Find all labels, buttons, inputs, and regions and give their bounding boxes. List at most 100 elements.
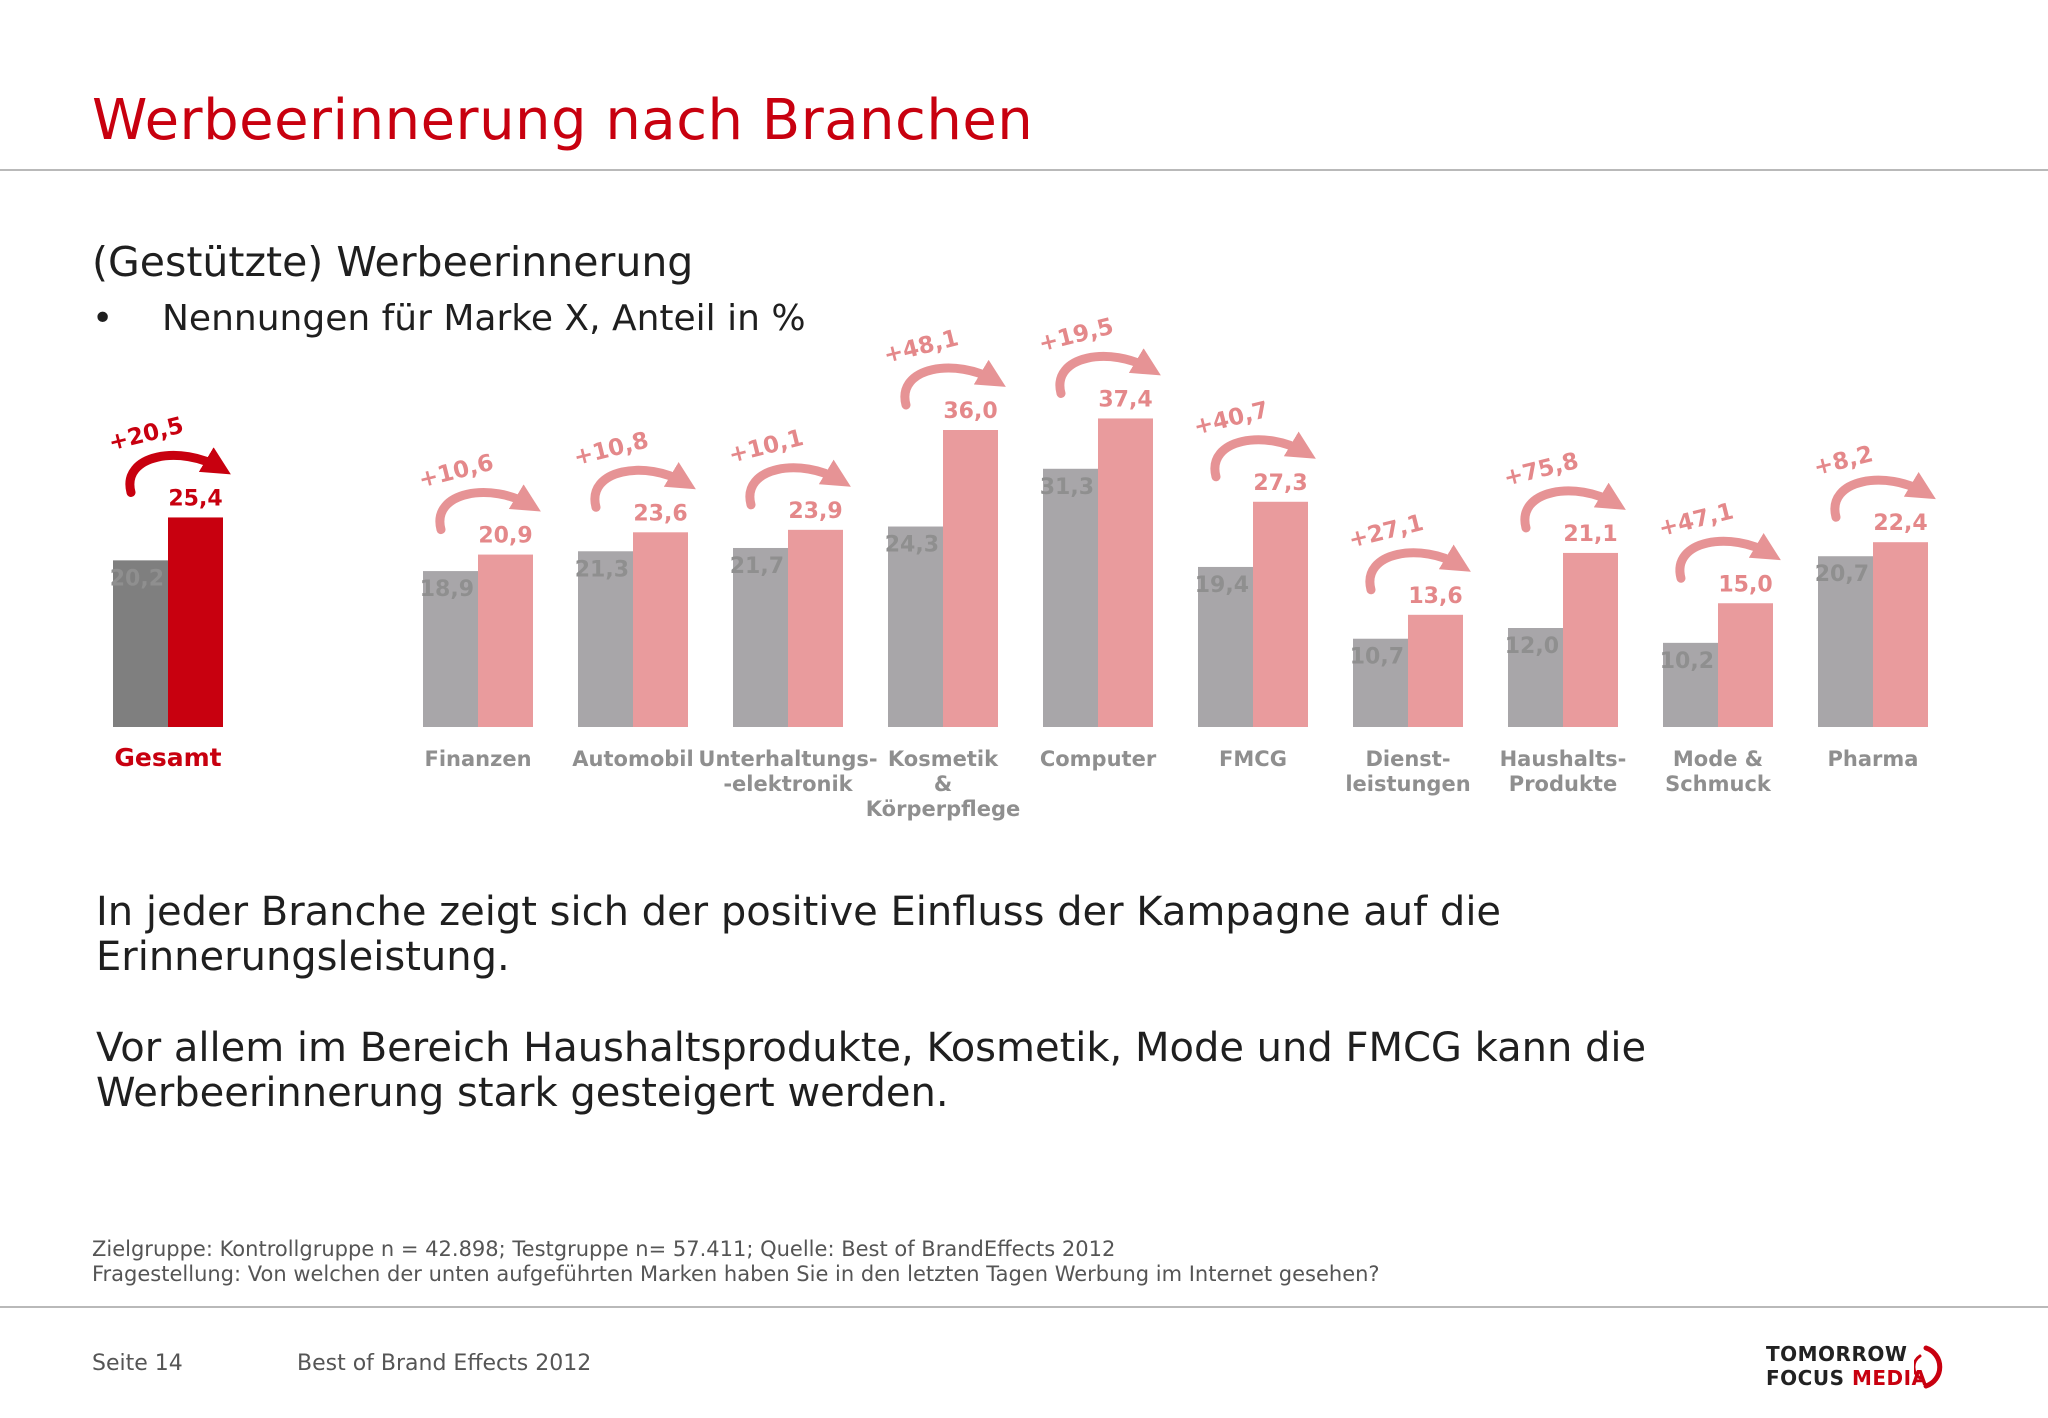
category-label-kosmetik-3: Körperpflege bbox=[866, 797, 1020, 821]
category-label-automobil: Automobil bbox=[572, 747, 693, 771]
summary-text-2: Vor allem im Bereich Haushaltsprodukte, … bbox=[96, 1025, 1647, 1116]
summary-text-1: In jeder Branche zeigt sich der positive… bbox=[96, 889, 1502, 980]
bar-control-gesamt bbox=[113, 560, 168, 727]
uplift-label-kosmetik: +48,1 bbox=[881, 325, 961, 369]
chart-subtitle: (Gestützte) Werbeerinnerung bbox=[92, 238, 694, 286]
category-label-computer: Computer bbox=[1040, 747, 1157, 771]
bar-control-kosmetik bbox=[888, 526, 943, 727]
category-label-unterhaltungs-1: Unterhaltungs- bbox=[698, 747, 877, 771]
value-label-control-dienst: 10,7 bbox=[1350, 645, 1404, 670]
value-label-test-kosmetik: 36,0 bbox=[943, 399, 997, 424]
category-label-dienst-2: leistungen bbox=[1345, 772, 1470, 796]
page-title: Werbeerinnerung nach Branchen bbox=[92, 88, 1034, 153]
uplift-arrow-automobil bbox=[590, 462, 696, 512]
footnote-question: Fragestellung: Von welchen der unten auf… bbox=[92, 1262, 1380, 1286]
bar-control-unterhaltungs bbox=[733, 547, 788, 727]
bullet-symbol: • bbox=[92, 298, 114, 339]
company-logo: TOMORROW FOCUS MEDIA bbox=[1764, 1342, 1964, 1392]
uplift-label-pharma: +8,2 bbox=[1811, 441, 1876, 481]
bar-control-computer bbox=[1043, 468, 1098, 727]
uplift-arrow-mode bbox=[1675, 533, 1781, 583]
category-label-unterhaltungs-2: -elektronik bbox=[723, 772, 853, 796]
value-label-control-gesamt: 20,2 bbox=[110, 566, 164, 591]
value-label-test-fmcg: 27,3 bbox=[1253, 471, 1307, 496]
value-label-test-computer: 37,4 bbox=[1098, 387, 1152, 412]
uplift-label-dienst: +27,1 bbox=[1346, 510, 1426, 554]
value-label-test-unterhaltungs: 23,9 bbox=[788, 499, 842, 524]
category-label-pharma: Pharma bbox=[1828, 747, 1919, 771]
chart-marks: 20,2 25,4 +20,5 Gesamt 18,9 20,9 +10,6 Finanzen… bbox=[106, 314, 1936, 821]
uplift-label-computer: +19,5 bbox=[1036, 314, 1116, 358]
footer-divider bbox=[0, 1306, 2048, 1308]
value-label-control-fmcg: 19,4 bbox=[1195, 573, 1249, 598]
chart-description: • Nennungen für Marke X, Anteil in % bbox=[92, 298, 806, 339]
bar-test-dienst bbox=[1408, 614, 1463, 727]
logo-line-2: FOCUS MEDIA bbox=[1766, 1366, 1928, 1390]
bar-test-unterhaltungs bbox=[788, 529, 843, 727]
uplift-arrow-kosmetik bbox=[900, 359, 1006, 410]
title-divider bbox=[0, 169, 2048, 171]
report-name: Best of Brand Effects 2012 bbox=[297, 1351, 592, 1376]
bar-test-mode bbox=[1718, 603, 1773, 727]
bar-test-finanzen bbox=[478, 554, 533, 727]
page-number: Seite 14 bbox=[92, 1351, 183, 1376]
uplift-arrow-fmcg bbox=[1210, 431, 1316, 482]
value-label-control-computer: 31,3 bbox=[1040, 475, 1094, 500]
category-label-haushalts-2: Produkte bbox=[1509, 772, 1617, 796]
value-label-control-unterhaltungs: 21,7 bbox=[730, 554, 784, 579]
category-label-finanzen: Finanzen bbox=[424, 747, 531, 771]
category-label-mode-1: Mode & bbox=[1673, 747, 1763, 771]
uplift-arrow-haushalts bbox=[1520, 482, 1626, 533]
bar-test-computer bbox=[1098, 418, 1153, 727]
uplift-arrow-computer bbox=[1055, 348, 1161, 398]
value-label-control-pharma: 20,7 bbox=[1815, 562, 1869, 587]
category-label-fmcg: FMCG bbox=[1219, 747, 1287, 771]
uplift-arrow-pharma bbox=[1830, 471, 1936, 522]
bar-test-kosmetik bbox=[943, 430, 998, 727]
value-label-control-haushalts: 12,0 bbox=[1505, 634, 1559, 659]
uplift-label-automobil: +10,8 bbox=[571, 428, 651, 472]
value-label-control-finanzen: 18,9 bbox=[420, 577, 474, 602]
bar-control-dienst bbox=[1353, 638, 1408, 727]
value-label-test-gesamt: 25,4 bbox=[168, 486, 222, 511]
bar-control-finanzen bbox=[423, 571, 478, 727]
bullet-text: Nennungen für Marke X, Anteil in % bbox=[162, 298, 806, 339]
footnote-target-group: Zielgruppe: Kontrollgruppe n = 42.898; T… bbox=[92, 1237, 1116, 1261]
category-label-mode-2: Schmuck bbox=[1665, 772, 1772, 796]
category-label-kosmetik-2: & bbox=[934, 772, 952, 796]
logo-mark-icon bbox=[1914, 1345, 1943, 1389]
uplift-label-finanzen: +10,6 bbox=[416, 450, 496, 494]
category-label-haushalts-1: Haushalts- bbox=[1500, 747, 1627, 771]
bar-test-gesamt bbox=[168, 517, 223, 727]
uplift-arrow-unterhaltungs bbox=[745, 459, 851, 510]
value-label-test-pharma: 22,4 bbox=[1873, 511, 1927, 536]
value-label-control-kosmetik: 24,3 bbox=[885, 533, 939, 558]
uplift-arrow-dienst bbox=[1365, 544, 1471, 595]
bar-test-pharma bbox=[1873, 542, 1928, 727]
logo-line-1: TOMORROW bbox=[1766, 1342, 1908, 1366]
bar-control-automobil bbox=[578, 551, 633, 727]
uplift-label-mode: +47,1 bbox=[1656, 498, 1736, 542]
value-label-test-automobil: 23,6 bbox=[633, 501, 687, 526]
value-label-control-automobil: 21,3 bbox=[575, 557, 629, 582]
bar-control-pharma bbox=[1818, 556, 1873, 727]
category-label-kosmetik-1: Kosmetik bbox=[888, 747, 999, 771]
bar-control-haushalts bbox=[1508, 628, 1563, 727]
bar-test-haushalts bbox=[1563, 552, 1618, 727]
bar-chart: 20,2 25,4 +20,5 Gesamt 18,9 20,9 +10,6 Finanzen… bbox=[106, 314, 1936, 821]
uplift-label-unterhaltungs: +10,1 bbox=[726, 425, 806, 469]
bar-control-fmcg bbox=[1198, 566, 1253, 727]
bar-test-automobil bbox=[633, 532, 688, 727]
uplift-label-fmcg: +40,7 bbox=[1191, 397, 1271, 441]
uplift-label-haushalts: +75,8 bbox=[1501, 448, 1581, 492]
value-label-test-dienst: 13,6 bbox=[1408, 584, 1462, 609]
category-label-gesamt: Gesamt bbox=[114, 743, 221, 772]
uplift-label-gesamt: +20,5 bbox=[106, 413, 186, 457]
value-label-test-haushalts: 21,1 bbox=[1563, 522, 1617, 547]
bar-control-mode bbox=[1663, 642, 1718, 727]
uplift-arrow-finanzen bbox=[435, 484, 541, 535]
value-label-test-finanzen: 20,9 bbox=[478, 524, 532, 549]
category-label-dienst-1: Dienst- bbox=[1365, 747, 1450, 771]
uplift-arrow-gesamt bbox=[125, 447, 231, 497]
bar-test-fmcg bbox=[1253, 501, 1308, 727]
